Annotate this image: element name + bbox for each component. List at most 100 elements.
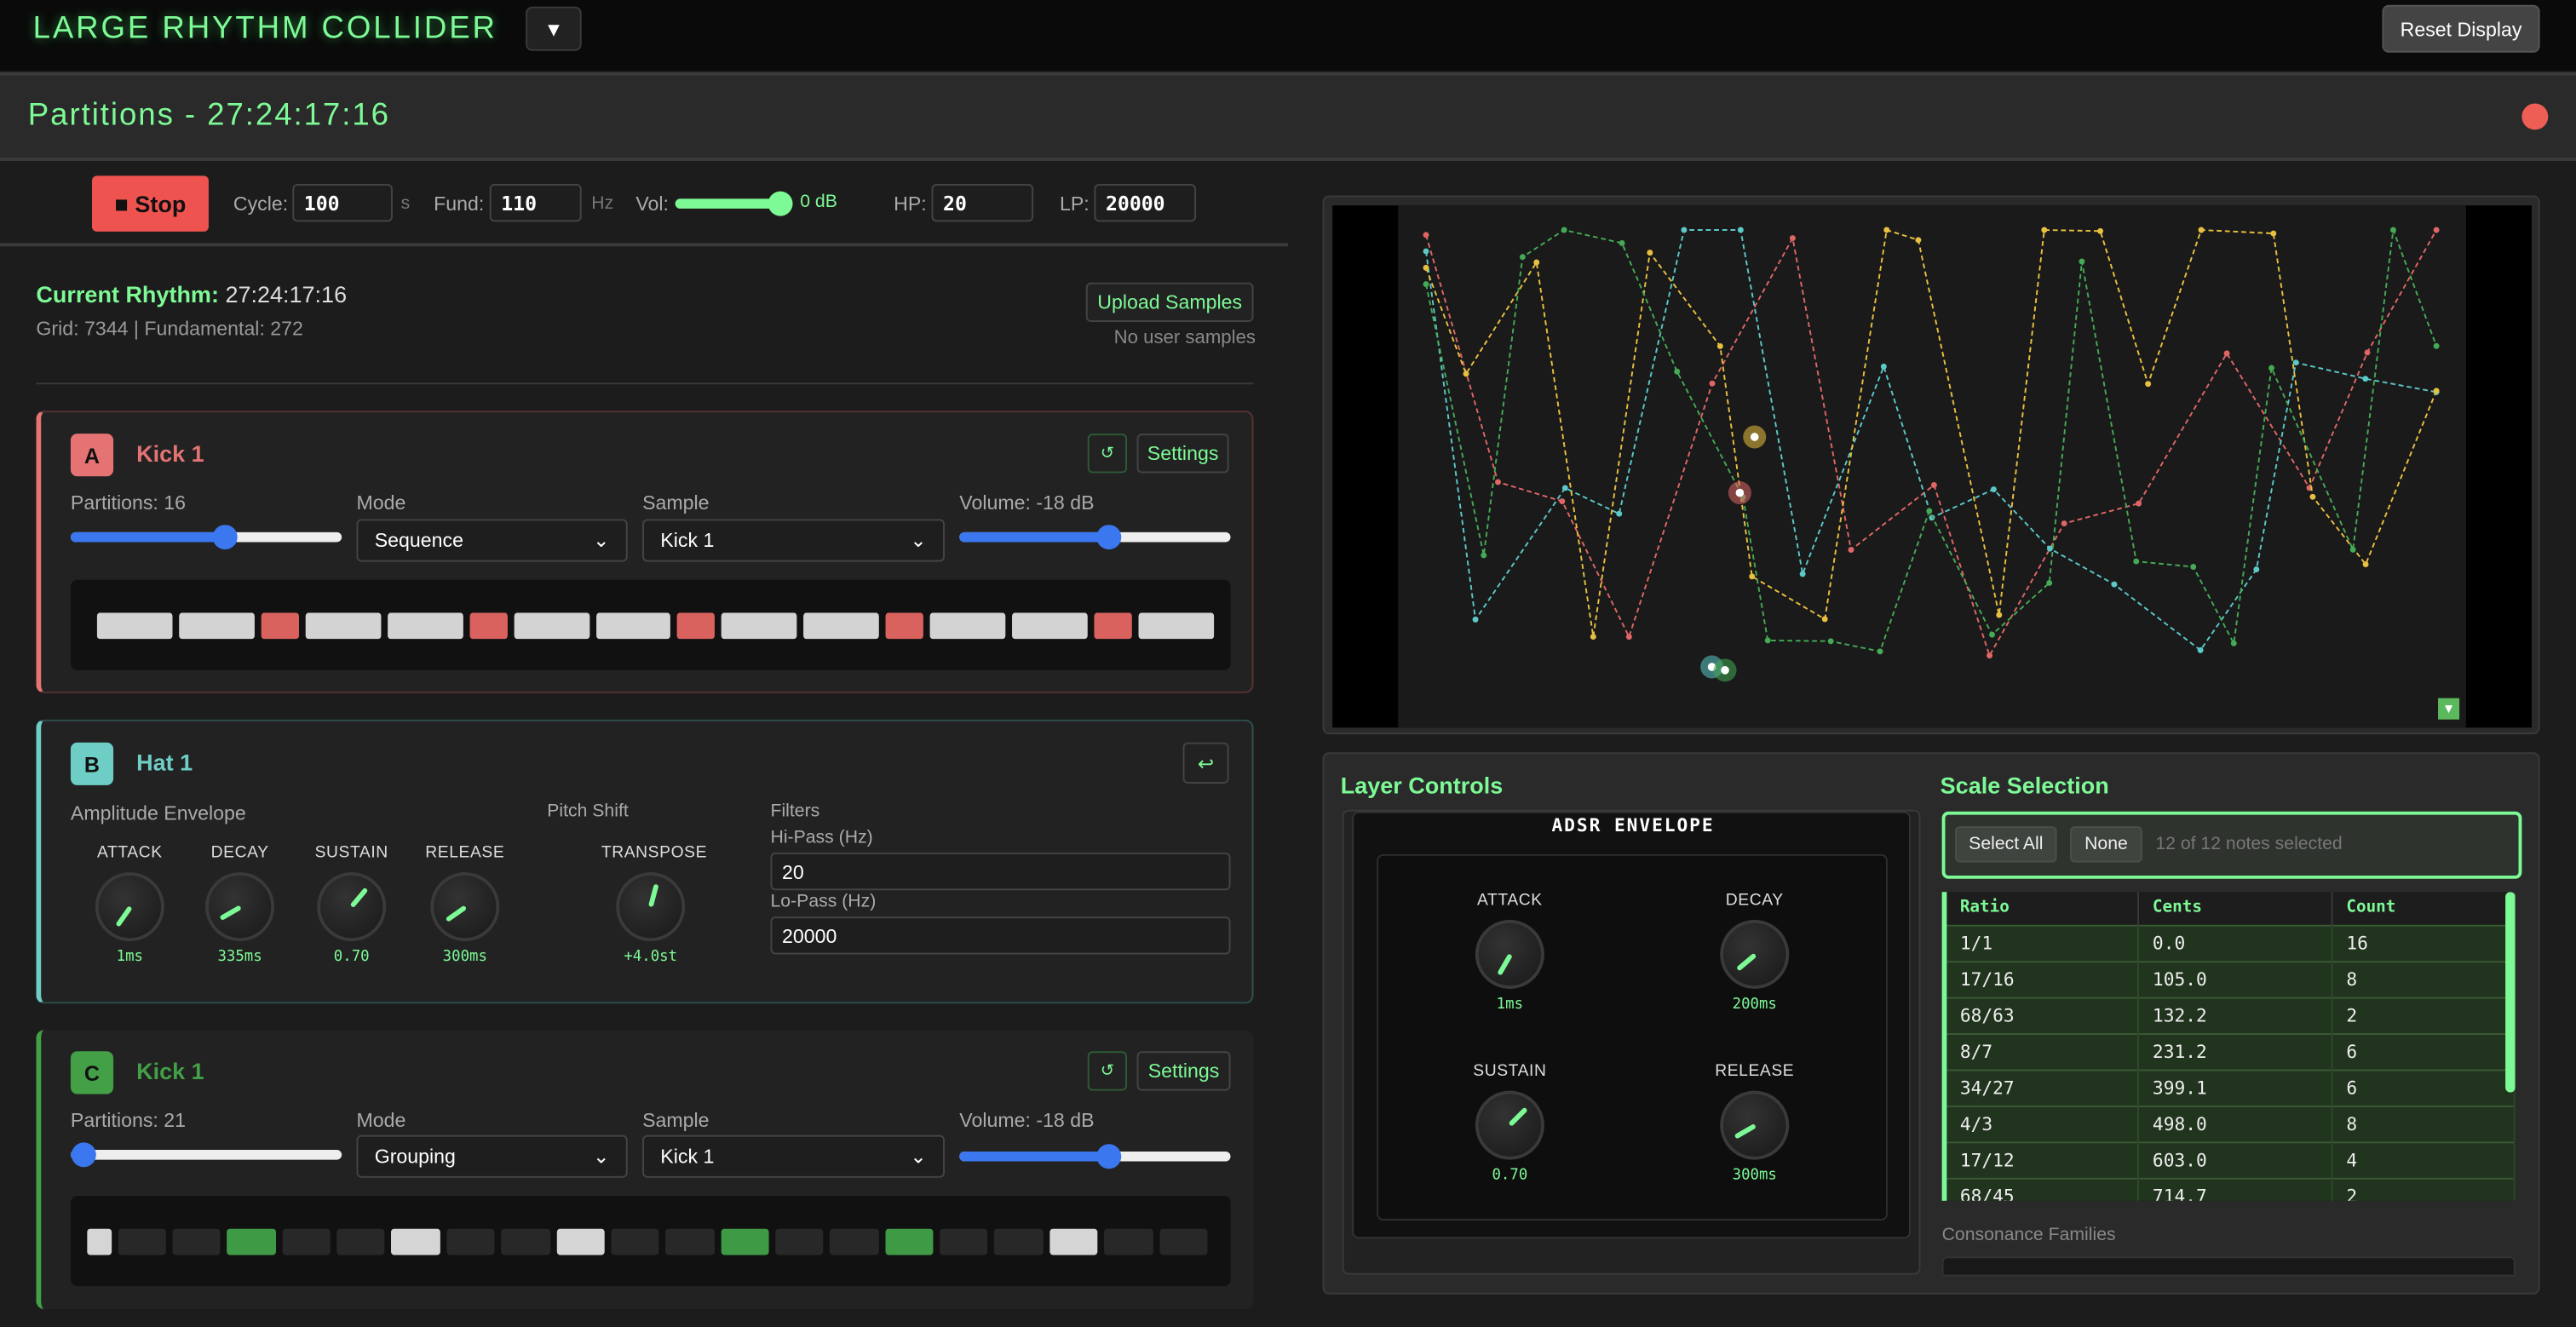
knob-attack[interactable]: ATTACK 1ms (81, 844, 180, 966)
knob-transpose[interactable]: TRANSPOSE +4.0st (601, 844, 707, 966)
sequencer-step[interactable] (391, 1228, 440, 1255)
knob-dial[interactable] (317, 872, 387, 942)
reset-layer-button[interactable]: ↺ (1087, 1051, 1128, 1091)
volume-slider[interactable] (959, 1144, 1231, 1169)
stop-button[interactable]: ■ Stop (92, 175, 209, 232)
sequencer-step[interactable] (884, 1228, 934, 1255)
sequencer-step[interactable] (994, 1228, 1044, 1255)
knob-dial[interactable] (430, 872, 500, 942)
sequencer-step[interactable] (227, 1228, 276, 1255)
rhythm-visualizer[interactable] (1332, 205, 2532, 728)
knob-dial[interactable] (1475, 920, 1544, 990)
select-all-button[interactable]: Select All (1955, 826, 2057, 863)
table-row[interactable]: 4/3 498.0 8 (1946, 1104, 2516, 1142)
volume-slider[interactable] (959, 525, 1231, 550)
knob-attack[interactable]: ATTACK 1ms (1461, 892, 1560, 1014)
knob-release[interactable]: RELEASE 300ms (416, 844, 515, 966)
sequencer-step[interactable] (830, 1228, 879, 1255)
sequencer-step[interactable] (87, 1228, 112, 1255)
table-row[interactable]: 68/63 132.2 2 (1946, 996, 2516, 1034)
close-button[interactable] (2521, 103, 2549, 130)
sequencer-step[interactable] (803, 612, 880, 640)
sample-select[interactable]: Kick 1 ⌄ (642, 519, 945, 562)
sequencer-step[interactable] (775, 1228, 824, 1255)
hipass-input[interactable] (770, 852, 1231, 891)
sequencer-step[interactable] (469, 612, 508, 640)
table-scrollbar[interactable] (2505, 892, 2516, 1093)
fund-input[interactable] (489, 184, 582, 222)
table-row[interactable]: 17/16 105.0 8 (1946, 960, 2516, 997)
lopass-input[interactable] (770, 916, 1231, 955)
column-header[interactable]: Count (2332, 892, 2516, 925)
settings-button[interactable]: Settings (1136, 434, 1229, 474)
knob-dial[interactable] (616, 872, 686, 942)
reset-layer-button[interactable]: ↺ (1087, 434, 1128, 474)
select-none-button[interactable]: None (2070, 826, 2142, 863)
sequencer-step[interactable] (1138, 612, 1215, 640)
visualizer-toggle-button[interactable]: ▼ (2438, 698, 2460, 720)
table-row[interactable]: 8/7 231.2 6 (1946, 1032, 2516, 1070)
sequencer-step[interactable] (513, 612, 589, 640)
sequencer-step[interactable] (677, 612, 716, 640)
knob-dial[interactable] (1720, 1090, 1790, 1160)
settings-button[interactable]: Settings (1136, 1051, 1231, 1091)
sequencer-step[interactable] (387, 612, 463, 640)
knob-dial[interactable] (1720, 920, 1790, 990)
sequencer-step[interactable] (501, 1228, 550, 1255)
knob-dial[interactable] (95, 872, 164, 942)
knob-decay[interactable]: DECAY 200ms (1705, 892, 1804, 1014)
sequencer-step[interactable] (1159, 1228, 1208, 1255)
sequencer-step[interactable] (611, 1228, 659, 1255)
trace-point (2433, 227, 2440, 233)
sequencer-step[interactable] (305, 612, 381, 640)
sequencer-step[interactable] (172, 1228, 221, 1255)
knob-dial[interactable] (205, 872, 275, 942)
sequencer-step[interactable] (179, 612, 255, 640)
cycle-input[interactable] (292, 184, 393, 222)
sequencer-step[interactable] (96, 612, 173, 640)
knob-release[interactable]: RELEASE 300ms (1705, 1063, 1804, 1185)
lp-input[interactable] (1094, 184, 1197, 222)
sequencer-step[interactable] (665, 1228, 715, 1255)
app-menu-button[interactable]: ▼ (526, 6, 582, 51)
knob-decay[interactable]: DECAY 335ms (191, 844, 290, 966)
sequencer-step[interactable] (722, 612, 798, 640)
sequencer-step[interactable] (595, 612, 671, 640)
sequencer-step[interactable] (940, 1228, 988, 1255)
sequencer-step[interactable] (336, 1228, 386, 1255)
sequencer-step[interactable] (555, 1228, 605, 1255)
sequencer-step[interactable] (282, 1228, 331, 1255)
hp-input[interactable] (931, 184, 1034, 222)
upload-samples-button[interactable]: Upload Samples (1085, 282, 1254, 323)
mode-select[interactable]: Sequence ⌄ (356, 519, 628, 562)
knob-dial[interactable] (1475, 1090, 1544, 1160)
trace-point (1423, 248, 1429, 255)
knob-sustain[interactable]: SUSTAIN 0.70 (302, 844, 401, 966)
master-volume-slider[interactable] (675, 191, 793, 216)
sequencer-step[interactable] (118, 1228, 166, 1255)
sequencer-step[interactable] (886, 612, 924, 640)
column-header[interactable]: Ratio (1946, 892, 2140, 925)
sequencer-step[interactable] (1094, 612, 1132, 640)
collapse-button[interactable]: ↩ (1182, 742, 1229, 784)
column-header[interactable]: Cents (2138, 892, 2333, 925)
sequencer-step[interactable] (1012, 612, 1088, 640)
sequencer-step[interactable] (446, 1228, 495, 1255)
sequencer-step[interactable] (720, 1228, 769, 1255)
sample-select[interactable]: Kick 1 ⌄ (642, 1135, 945, 1178)
sequencer-step[interactable] (1104, 1228, 1153, 1255)
table-row[interactable]: 68/45 714.7 2 (1946, 1176, 2516, 1201)
partitions-slider[interactable] (70, 1142, 342, 1168)
sequencer-step[interactable] (1049, 1228, 1098, 1255)
sequencer-step[interactable] (261, 612, 299, 640)
trace-point (1519, 254, 1526, 261)
table-row[interactable]: 1/1 0.0 16 (1946, 923, 2516, 962)
partitions-slider[interactable] (70, 525, 342, 550)
table-row[interactable]: 34/27 399.1 6 (1946, 1068, 2516, 1106)
sequencer-step[interactable] (930, 612, 1006, 640)
knob-sustain[interactable]: SUSTAIN 0.70 (1461, 1063, 1560, 1185)
volume-thumb[interactable] (768, 191, 793, 216)
mode-select[interactable]: Grouping ⌄ (356, 1135, 628, 1178)
reset-display-button[interactable]: Reset Display (2382, 4, 2540, 53)
table-row[interactable]: 17/12 603.0 4 (1946, 1140, 2516, 1178)
